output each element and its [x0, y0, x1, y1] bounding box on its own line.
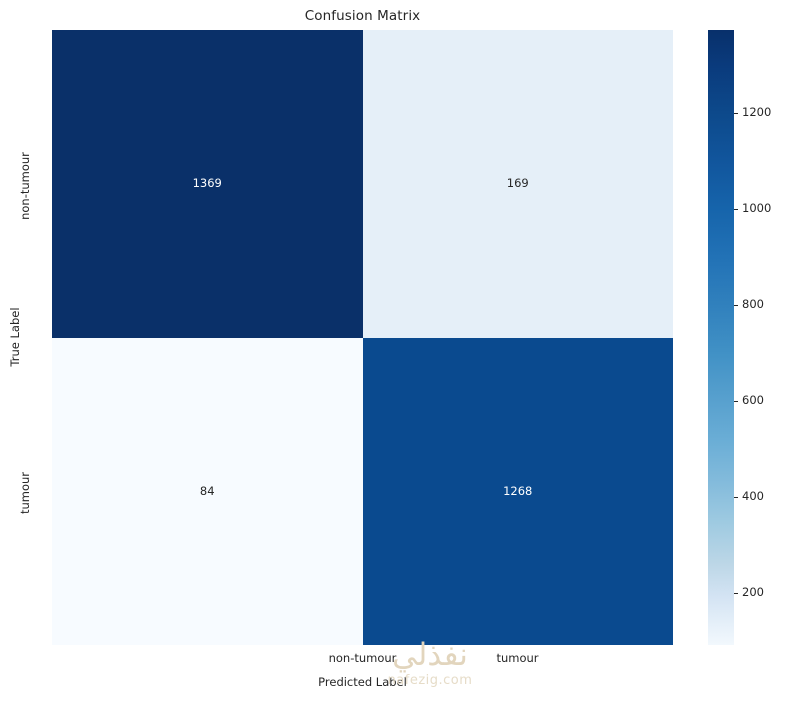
cell-value: 169	[506, 176, 529, 190]
colorbar-tickmark-icon	[734, 400, 738, 402]
y-tick-label-non-tumour: non-tumour	[18, 152, 32, 220]
colorbar-tick-label: 200	[742, 585, 764, 600]
chart-title: Confusion Matrix	[304, 8, 421, 24]
cell-value: 1268	[503, 483, 533, 498]
colorbar-tickmark-icon	[734, 208, 738, 210]
x-tick-label-tumour: tumour	[496, 651, 539, 665]
colorbar-tick-label: 800	[742, 297, 764, 312]
y-tick-label-tumour: tumour	[18, 471, 32, 515]
cell-value: 84	[199, 483, 215, 498]
colorbar-tickmark-icon	[734, 112, 738, 114]
colorbar-tickmark-icon	[734, 592, 738, 594]
colorbar-gradient	[708, 30, 734, 645]
colorbar-tick-label: 1000	[742, 201, 772, 216]
colorbar-tick-label: 600	[742, 393, 764, 408]
cell-value: 1369	[192, 176, 222, 190]
colorbar-tickmark-icon	[734, 304, 738, 306]
heatmap-cell-truetumour-predtumour[interactable]: 1268	[362, 337, 673, 645]
heatmap-grid: 1369 169 84 1268	[52, 30, 673, 645]
colorbar: 1200 1000 800 600 400 200	[708, 30, 771, 645]
colorbar-tick-label: 400	[742, 489, 764, 504]
y-axis-label: True Label	[8, 307, 22, 367]
colorbar-tickmark-icon	[734, 496, 738, 498]
heatmap-cell-truenontumour-predtumour[interactable]: 169	[362, 30, 673, 338]
x-tick-label-non-tumour: non-tumour	[328, 651, 397, 665]
heatmap-cell-truenontumour-prednontumour[interactable]: 1369	[52, 30, 363, 338]
colorbar-tick-label: 1200	[742, 105, 772, 120]
heatmap-cell-truetumour-prednontumour[interactable]: 84	[52, 337, 363, 645]
x-axis-label: Predicted Label	[318, 675, 407, 689]
